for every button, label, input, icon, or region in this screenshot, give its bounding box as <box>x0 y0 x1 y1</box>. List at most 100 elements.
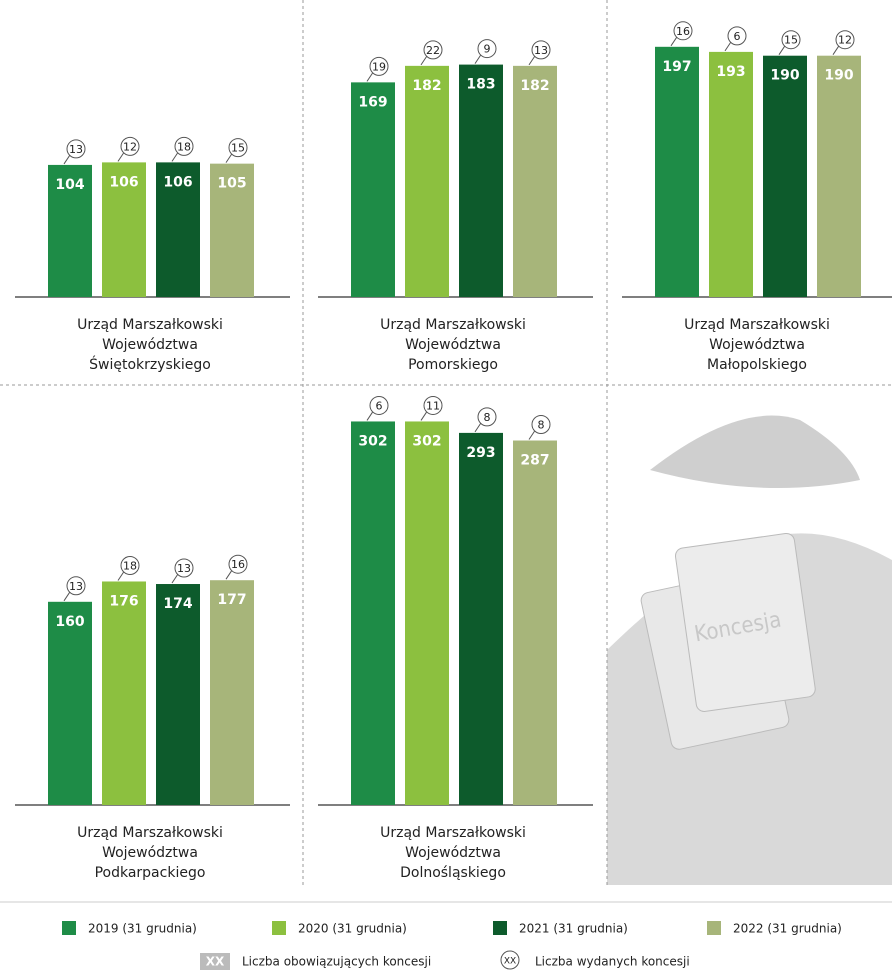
value-label: 197 <box>662 59 691 75</box>
issued-pointer <box>367 72 373 81</box>
value-label: 104 <box>55 177 84 193</box>
value-label: 302 <box>358 433 387 449</box>
panel-title: Urząd Marszałkowski <box>684 317 830 333</box>
issued-pointer <box>529 56 535 65</box>
panel-title: Urząd Marszałkowski <box>77 825 223 841</box>
issued-label: 11 <box>426 399 440 412</box>
issued-label: 8 <box>538 419 545 432</box>
issued-pointer <box>64 592 70 601</box>
value-label: 106 <box>109 174 138 190</box>
issued-label: 22 <box>426 44 440 57</box>
issued-label: 13 <box>177 562 191 575</box>
bar <box>156 584 200 805</box>
panel-title: Urząd Marszałkowski <box>380 317 526 333</box>
value-label: 176 <box>109 593 138 609</box>
bar <box>48 602 92 805</box>
bar <box>405 66 449 297</box>
issued-pointer <box>475 423 481 432</box>
value-label: 190 <box>824 68 853 84</box>
value-label: 293 <box>466 445 495 461</box>
issued-pointer <box>172 152 178 161</box>
panel-title: Urząd Marszałkowski <box>380 825 526 841</box>
key-label: Liczba obowiązujących koncesji <box>242 955 431 969</box>
issued-label: 13 <box>69 580 83 593</box>
issued-label: 16 <box>676 25 690 38</box>
panel-title: Województwa <box>102 845 198 861</box>
panel-title: Podkarpackiego <box>95 865 206 881</box>
issued-label: 6 <box>734 30 741 43</box>
issued-label: 13 <box>534 44 548 57</box>
issued-pointer <box>671 37 677 46</box>
issued-pointer <box>475 55 481 64</box>
value-label: 105 <box>217 176 246 192</box>
value-label: 182 <box>412 78 441 94</box>
issued-pointer <box>226 154 232 163</box>
value-label: 106 <box>163 174 192 190</box>
panel-title: Dolnośląskiego <box>400 865 506 881</box>
legend-swatch <box>707 921 721 935</box>
panel-title: Pomorskiego <box>408 357 498 373</box>
panel-title: Województwa <box>102 337 198 353</box>
issued-label: 19 <box>372 60 386 73</box>
bar <box>405 421 449 805</box>
legend-label: 2020 (31 grudnia) <box>298 922 407 936</box>
bar <box>513 441 557 805</box>
panel-title: Świętokrzyskiego <box>89 355 211 373</box>
value-label: 177 <box>217 592 246 608</box>
value-label: 302 <box>412 433 441 449</box>
issued-label: 15 <box>784 34 798 47</box>
key-symbol: XX <box>206 955 225 969</box>
value-label: 174 <box>163 596 192 612</box>
issued-pointer <box>367 411 373 420</box>
panel-title: Województwa <box>405 337 501 353</box>
legend-swatch <box>272 921 286 935</box>
issued-label: 18 <box>123 559 137 572</box>
issued-label: 8 <box>484 411 491 424</box>
bar <box>709 52 753 297</box>
issued-pointer <box>421 411 427 420</box>
issued-label: 9 <box>484 43 491 56</box>
value-label: 169 <box>358 94 387 110</box>
panel-title: Urząd Marszałkowski <box>77 317 223 333</box>
bar <box>210 580 254 805</box>
issued-pointer <box>421 56 427 65</box>
bar <box>459 433 503 805</box>
bar <box>102 581 146 805</box>
legend-label: 2022 (31 grudnia) <box>733 922 842 936</box>
issued-pointer <box>118 152 124 161</box>
issued-pointer <box>779 46 785 55</box>
key-symbol: XX <box>504 957 516 967</box>
panel-title: Województwa <box>405 845 501 861</box>
bar <box>817 56 861 297</box>
bar <box>513 66 557 297</box>
issued-pointer <box>833 46 839 55</box>
issued-pointer <box>725 42 731 51</box>
chart: Koncesja 10413106121061810515Urząd Marsz… <box>0 0 892 974</box>
issued-label: 16 <box>231 558 245 571</box>
issued-label: 15 <box>231 142 245 155</box>
legend-label: 2019 (31 grudnia) <box>88 922 197 936</box>
value-label: 183 <box>466 77 495 93</box>
issued-pointer <box>226 570 232 579</box>
value-label: 160 <box>55 614 84 630</box>
illustration: Koncesja <box>607 416 892 885</box>
issued-pointer <box>529 431 535 440</box>
value-label: 287 <box>520 453 549 469</box>
bar <box>351 82 395 297</box>
panel-title: Województwa <box>709 337 805 353</box>
value-label: 193 <box>716 64 745 80</box>
issued-label: 18 <box>177 140 191 153</box>
bar <box>459 65 503 297</box>
bar <box>763 56 807 297</box>
bar <box>655 47 699 297</box>
legend-label: 2021 (31 grudnia) <box>519 922 628 936</box>
issued-pointer <box>64 155 70 164</box>
issued-label: 13 <box>69 143 83 156</box>
legend-swatch <box>62 921 76 935</box>
value-label: 190 <box>770 68 799 84</box>
key-label: Liczba wydanych koncesji <box>535 955 690 969</box>
issued-pointer <box>172 574 178 583</box>
dune <box>650 416 860 488</box>
legend-swatch <box>493 921 507 935</box>
bar <box>351 421 395 805</box>
